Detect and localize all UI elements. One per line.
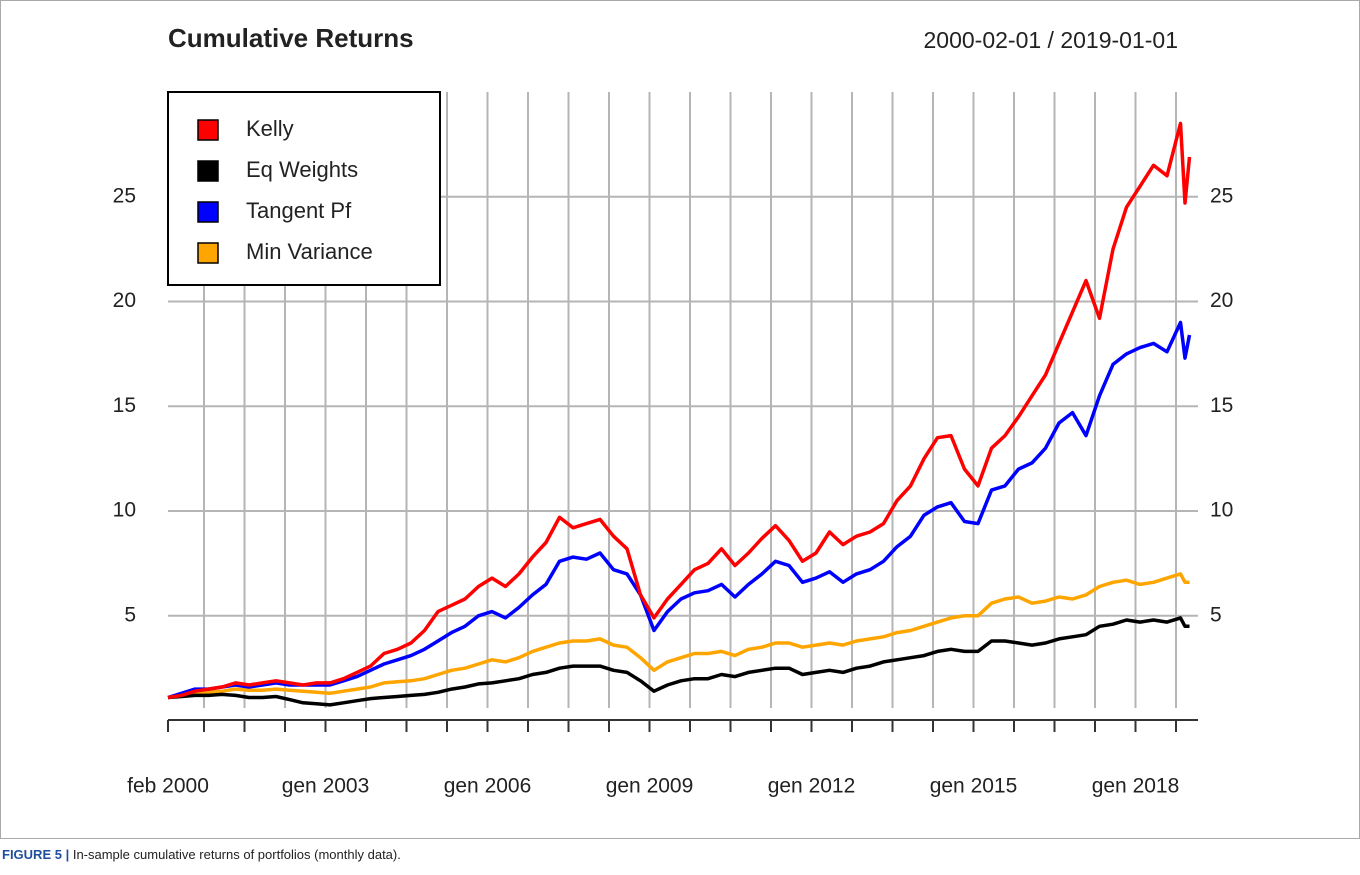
y-tick-label: 15 — [113, 394, 136, 417]
legend-label: Eq Weights — [246, 157, 358, 182]
legend-label: Kelly — [246, 116, 294, 141]
x-tick-label: gen 2009 — [606, 775, 694, 798]
y-tick-label-right: 20 — [1210, 289, 1233, 312]
legend-label: Tangent Pf — [246, 198, 352, 223]
y-tick-label: 5 — [124, 603, 136, 626]
legend-swatch — [197, 160, 219, 182]
caption: FIGURE 5 | In-sample cumulative returns … — [2, 847, 401, 862]
x-tick-label: feb 2000 — [127, 775, 209, 798]
legend-label: Min Variance — [246, 239, 373, 264]
series-line — [167, 320, 1192, 700]
legend-swatch — [197, 242, 219, 264]
caption-label: FIGURE 5 | — [2, 847, 69, 862]
x-tick-label: gen 2015 — [930, 775, 1018, 798]
series-line — [167, 616, 1190, 707]
caption-text: In-sample cumulative returns of portfoli… — [73, 847, 401, 862]
x-tick-label: gen 2003 — [282, 775, 370, 798]
x-tick-label: gen 2018 — [1092, 775, 1180, 798]
chart-title: Cumulative Returns — [168, 23, 414, 53]
series-line — [167, 121, 1192, 700]
y-tick-label: 20 — [113, 289, 136, 312]
y-tick-label: 25 — [113, 184, 136, 207]
legend-swatch — [197, 201, 219, 223]
y-tick-label-right: 5 — [1210, 603, 1222, 626]
y-tick-label: 10 — [113, 499, 136, 522]
x-tick-label: gen 2006 — [444, 775, 532, 798]
chart-subtitle: 2000-02-01 / 2019-01-01 — [924, 27, 1178, 53]
series-line — [167, 572, 1190, 700]
y-tick-label-right: 25 — [1210, 184, 1233, 207]
y-tick-label-right: 15 — [1210, 394, 1233, 417]
y-tick-label-right: 10 — [1210, 499, 1233, 522]
x-tick-label: gen 2012 — [768, 775, 856, 798]
legend-swatch — [197, 119, 219, 141]
